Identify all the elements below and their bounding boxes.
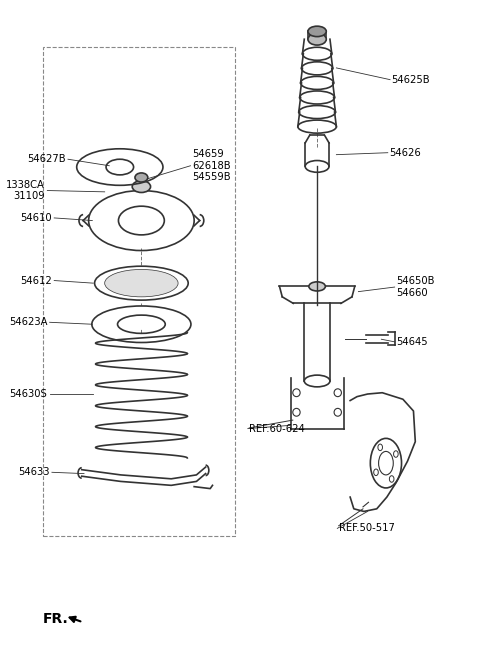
- Bar: [43, 47, 236, 536]
- Text: 54627B: 54627B: [27, 154, 66, 164]
- Text: 54633: 54633: [18, 467, 49, 477]
- Text: 54630S: 54630S: [10, 389, 48, 399]
- Ellipse shape: [105, 269, 178, 297]
- Text: 54623A: 54623A: [9, 317, 48, 328]
- Text: 54626: 54626: [389, 148, 421, 158]
- Ellipse shape: [132, 181, 151, 193]
- Ellipse shape: [309, 282, 325, 291]
- Text: REF.50-517: REF.50-517: [339, 523, 395, 533]
- Text: 54610: 54610: [20, 213, 52, 223]
- Text: 54645: 54645: [396, 337, 428, 347]
- Ellipse shape: [308, 26, 326, 37]
- Ellipse shape: [308, 33, 326, 45]
- Text: 1338CA
31109: 1338CA 31109: [6, 179, 45, 201]
- Text: 54650B
54660: 54650B 54660: [396, 276, 434, 298]
- Text: REF.60-624: REF.60-624: [249, 424, 305, 434]
- Text: 54612: 54612: [20, 276, 52, 286]
- Ellipse shape: [135, 173, 148, 182]
- Text: FR.: FR.: [43, 612, 69, 626]
- Text: 54659
62618B
54559B: 54659 62618B 54559B: [192, 149, 230, 182]
- Text: 54625B: 54625B: [391, 75, 430, 84]
